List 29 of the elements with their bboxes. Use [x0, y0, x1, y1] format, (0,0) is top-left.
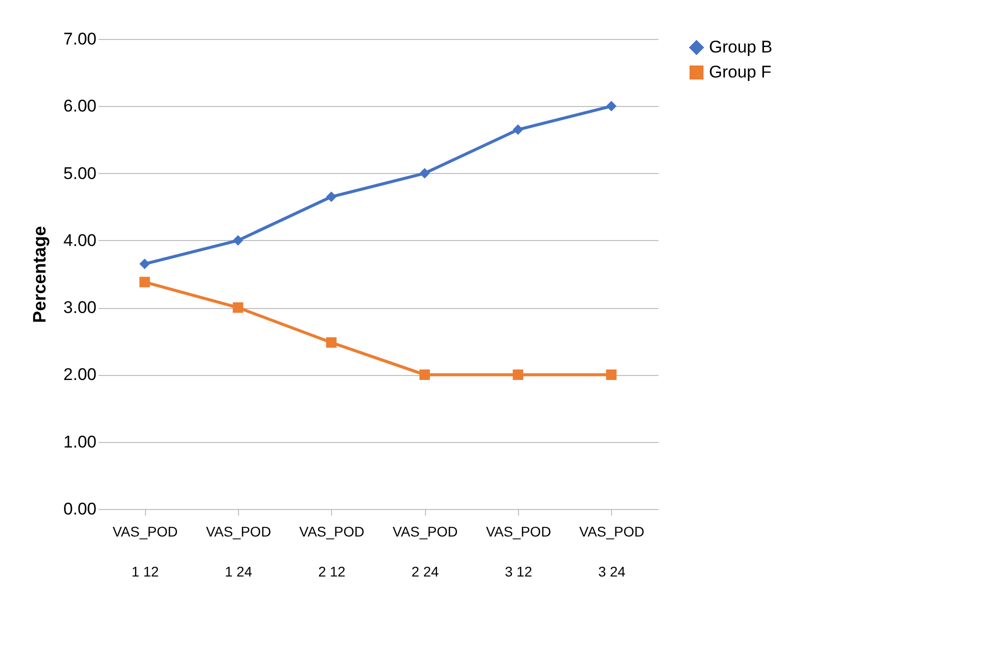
- y-tick-label: 1.00: [63, 432, 96, 452]
- y-tick-label: 3.00: [63, 298, 96, 318]
- point: [232, 235, 244, 246]
- point: [232, 302, 244, 313]
- point: [139, 258, 150, 270]
- legend-label: Group B: [709, 38, 772, 56]
- category-label: VAS_POD 2 24: [392, 524, 458, 580]
- point: [512, 124, 524, 135]
- y-tick-label: 2.00: [63, 365, 96, 384]
- category-label: VAS_POD 3 24: [579, 524, 644, 580]
- category-label: VAS_POD 1 24: [206, 524, 272, 580]
- y-tick-label: 0.00: [63, 500, 96, 518]
- y-tick-label: 6.00: [63, 96, 96, 116]
- point: [419, 369, 430, 380]
- y-tick-label: 5.00: [63, 164, 96, 183]
- point: [326, 337, 337, 348]
- point: [419, 168, 430, 179]
- point: [139, 276, 150, 288]
- y-tick-label: 7.00: [63, 30, 96, 48]
- point: [606, 369, 617, 380]
- legend-label: Group F: [709, 62, 772, 82]
- category-label: VAS_POD 1 12: [112, 524, 178, 580]
- y-tick-label: 4.00: [63, 230, 96, 250]
- point: [512, 369, 524, 380]
- category-label: VAS_POD 2 12: [299, 524, 364, 580]
- category-label: VAS_POD 3 12: [486, 524, 552, 580]
- point: [606, 100, 617, 112]
- point: [326, 192, 337, 202]
- y-axis-title: Percentage: [29, 226, 50, 324]
